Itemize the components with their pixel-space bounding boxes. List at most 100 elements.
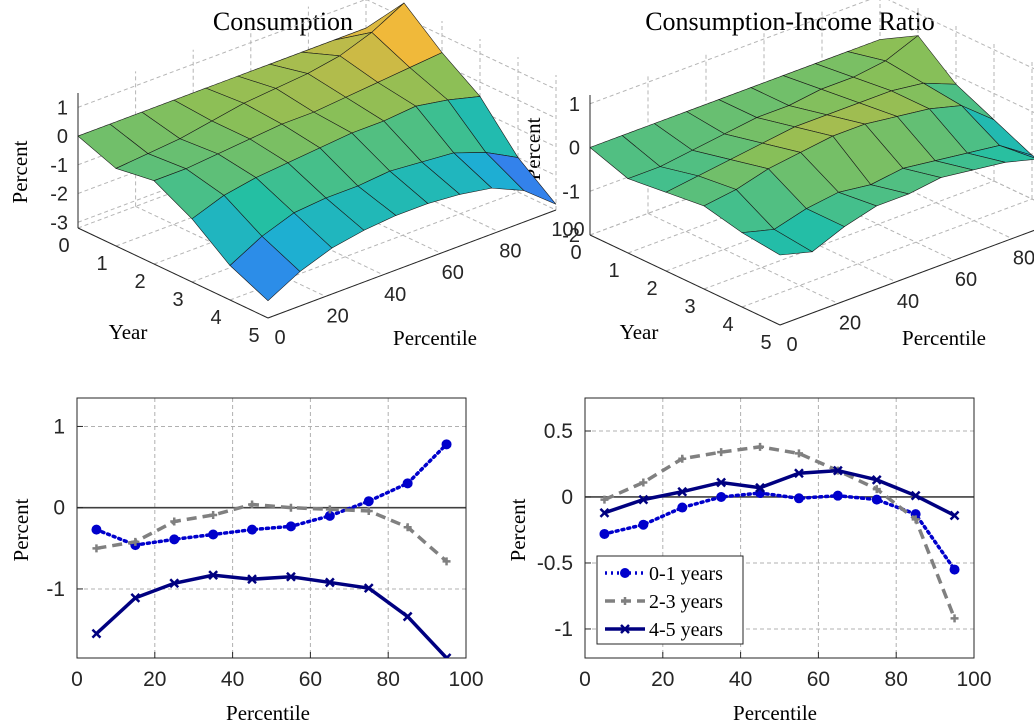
surface1-xlabel: Year xyxy=(109,320,148,344)
line2-xlabel: Percentile xyxy=(733,701,817,725)
plot-area xyxy=(91,439,452,658)
surface2-xlabel: Year xyxy=(620,320,659,344)
series-point xyxy=(441,653,452,658)
y-tick-label: 40 xyxy=(384,284,406,306)
y-tick-label: 0 xyxy=(561,486,573,509)
x-tick-label: 0 xyxy=(570,242,581,264)
x-tick-label: 100 xyxy=(956,668,991,691)
y-tick-label: 60 xyxy=(442,262,464,284)
x-tick-label: 80 xyxy=(885,668,908,691)
series-point xyxy=(832,490,843,501)
y-tick-label: 0 xyxy=(53,497,65,520)
y-tick-label: 20 xyxy=(326,305,348,327)
series-point xyxy=(872,485,881,494)
series-point xyxy=(871,474,882,485)
series-point xyxy=(638,519,649,530)
grid-line-z xyxy=(77,0,366,108)
z-tick-label: 0 xyxy=(57,126,68,148)
series-point xyxy=(639,478,648,487)
series-point xyxy=(130,592,141,603)
series-point xyxy=(871,494,882,505)
y-tick-label: 0.5 xyxy=(544,420,573,443)
x-axis xyxy=(589,234,781,326)
x-tick-label: 0 xyxy=(58,235,69,257)
y-tick-label: 80 xyxy=(1013,248,1034,270)
grid-line-z xyxy=(887,0,1034,70)
series-point xyxy=(677,486,688,497)
x-tick-label: 5 xyxy=(760,332,771,354)
series-point xyxy=(949,564,960,575)
x-tick-label: 40 xyxy=(221,668,244,691)
grid-line-floor xyxy=(153,155,443,265)
series-point xyxy=(91,524,102,535)
series-point xyxy=(949,510,960,521)
axes-box xyxy=(76,397,467,659)
series-point xyxy=(402,611,413,622)
legend-label: 0-1 years xyxy=(649,563,723,585)
z-tick-label: 0 xyxy=(569,138,580,160)
chart-title-ratio: Consumption-Income Ratio xyxy=(645,7,935,36)
y-tick-label: 0 xyxy=(274,327,285,349)
y-tick-label: 0 xyxy=(786,334,797,356)
series-point xyxy=(910,490,921,501)
y-tick-label: 60 xyxy=(955,269,977,291)
x-tick-label: 40 xyxy=(729,668,752,691)
y-tick-label: 80 xyxy=(499,241,521,263)
series-line xyxy=(603,468,956,518)
grid-line-z xyxy=(589,0,871,105)
series-point xyxy=(402,478,413,489)
series-point xyxy=(247,524,258,535)
y-axis xyxy=(267,209,557,319)
series-line xyxy=(94,442,449,547)
y-tick-label: -1 xyxy=(554,618,573,641)
z-tick-label: -2 xyxy=(50,184,68,206)
line-plot-consumption: 0 20 40 60 80 100 1 0 -1 xyxy=(46,397,484,691)
x-axis xyxy=(77,227,269,319)
z-tick-label: 1 xyxy=(57,97,68,119)
x-tick-label: 60 xyxy=(807,668,830,691)
series-point xyxy=(208,570,219,581)
plot-area xyxy=(599,442,960,623)
x-tick-label: 3 xyxy=(684,296,695,318)
series-point xyxy=(716,491,727,502)
surface2-ylabel: Percentile xyxy=(902,326,986,350)
surface1-ylabel: Percentile xyxy=(393,326,477,350)
series-point xyxy=(756,442,765,451)
legend-label: 4-5 years xyxy=(649,619,723,641)
y-axis xyxy=(779,229,1034,326)
series-point xyxy=(911,515,920,524)
series-point xyxy=(169,534,180,545)
series-point xyxy=(131,537,140,546)
z-tick-label: -2 xyxy=(562,225,580,247)
series-point xyxy=(793,493,804,504)
series-point xyxy=(441,439,452,450)
series-point xyxy=(208,529,219,540)
series-point xyxy=(950,614,959,623)
grid-line-floor xyxy=(741,198,1033,308)
legend-marker xyxy=(620,624,630,634)
line2-ylabel: Percent xyxy=(506,498,530,561)
x-tick-label: 80 xyxy=(377,668,400,691)
series-point xyxy=(363,496,374,507)
x-tick-label: 0 xyxy=(579,668,591,691)
series-point xyxy=(403,523,412,532)
chart-title-consumption: Consumption xyxy=(213,7,353,36)
series-point xyxy=(364,506,373,515)
x-tick-label: 2 xyxy=(134,271,145,293)
series-point xyxy=(794,449,803,458)
series-point xyxy=(248,500,257,509)
y-tick-label: 40 xyxy=(897,291,919,313)
series-point xyxy=(599,507,610,518)
x-tick-label: 1 xyxy=(96,253,107,275)
series-line xyxy=(602,491,957,572)
x-tick-label: 60 xyxy=(299,668,322,691)
series-point xyxy=(600,495,609,504)
series-point xyxy=(286,503,295,512)
series-point xyxy=(678,454,687,463)
grid-line-floor xyxy=(703,180,995,290)
surface-plot-ratio: 10-1-2012345020406080100 xyxy=(562,0,1034,356)
x-tick-label: 3 xyxy=(172,289,183,311)
series-point xyxy=(324,577,335,588)
